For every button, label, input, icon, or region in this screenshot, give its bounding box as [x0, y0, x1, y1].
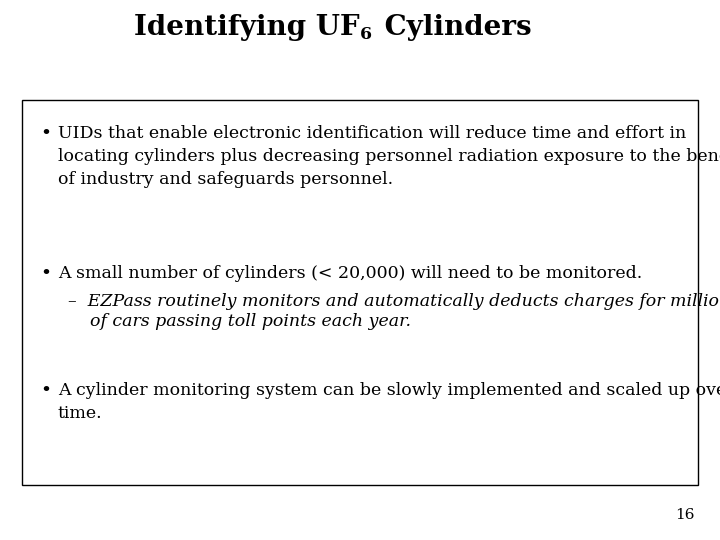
Text: UIDs that enable electronic identification will reduce time and effort in
locati: UIDs that enable electronic identificati… [58, 125, 720, 188]
Text: A small number of cylinders (< 20,000) will need to be monitored.: A small number of cylinders (< 20,000) w… [58, 265, 642, 282]
Text: A cylinder monitoring system can be slowly implemented and scaled up over
time.: A cylinder monitoring system can be slow… [58, 382, 720, 422]
Text: 16: 16 [675, 508, 695, 522]
Text: •: • [40, 382, 51, 400]
Text: Identifying UF: Identifying UF [135, 14, 360, 41]
FancyBboxPatch shape [22, 100, 698, 485]
Text: •: • [40, 125, 51, 143]
Text: –  EZPass routinely monitors and automatically deducts charges for millions: – EZPass routinely monitors and automati… [68, 293, 720, 310]
Text: of cars passing toll points each year.: of cars passing toll points each year. [68, 313, 411, 330]
Text: Cylinders: Cylinders [375, 14, 531, 41]
Text: 6: 6 [360, 26, 372, 43]
Text: •: • [40, 265, 51, 283]
